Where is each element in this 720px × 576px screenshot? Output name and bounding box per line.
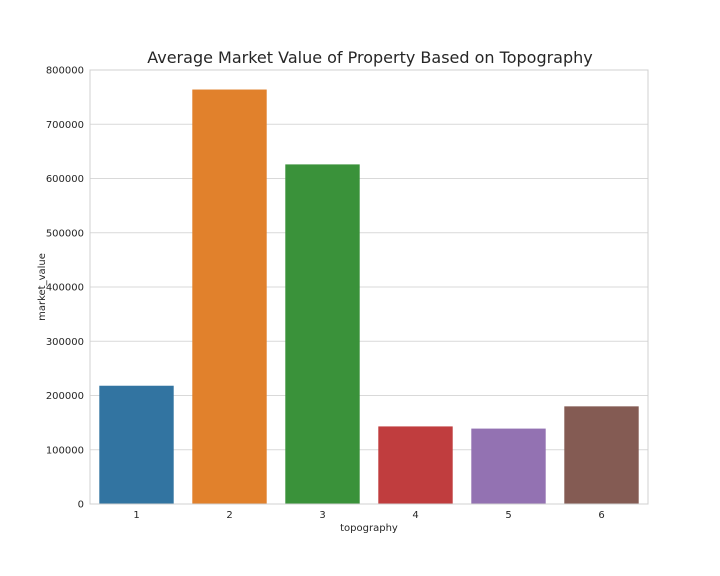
y-tick-label: 600000 <box>46 174 84 185</box>
y-tick-label: 400000 <box>46 283 84 294</box>
y-tick-label: 100000 <box>46 445 84 456</box>
x-tick-label: 3 <box>319 510 325 521</box>
y-axis-ticks: 0 100000 200000 300000 400000 500000 600000 700… <box>46 66 84 511</box>
x-tick-label: 6 <box>598 510 604 521</box>
bar-4 <box>378 426 453 504</box>
x-axis-label: topography <box>340 523 398 534</box>
x-tick-label: 1 <box>133 510 139 521</box>
bar-2 <box>192 89 267 504</box>
bar-5 <box>471 428 546 504</box>
bar-6 <box>564 406 639 504</box>
bar-1 <box>99 385 174 504</box>
chart-title: Average Market Value of Property Based o… <box>147 48 593 67</box>
x-axis-ticks: 1 2 3 4 5 6 <box>133 510 604 521</box>
x-tick-label: 4 <box>412 510 418 521</box>
y-tick-label: 200000 <box>46 391 84 402</box>
x-tick-label: 2 <box>226 510 232 521</box>
x-tick-label: 5 <box>505 510 511 521</box>
y-tick-label: 500000 <box>46 228 84 239</box>
y-tick-label: 700000 <box>46 120 84 131</box>
y-tick-label: 800000 <box>46 66 84 77</box>
bar-3 <box>285 164 360 504</box>
y-tick-label: 0 <box>78 500 84 511</box>
y-tick-label: 300000 <box>46 337 84 348</box>
plot-frame <box>89 69 649 505</box>
y-axis-label: market_value <box>37 253 48 321</box>
bars <box>99 89 639 504</box>
